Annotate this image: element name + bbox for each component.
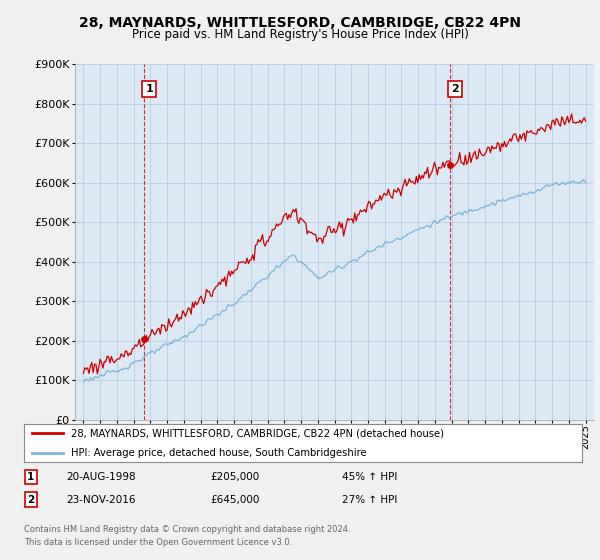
Text: 1: 1	[145, 85, 153, 94]
Text: 20-AUG-1998: 20-AUG-1998	[66, 472, 136, 482]
Text: 1: 1	[27, 472, 34, 482]
Text: 2: 2	[27, 494, 34, 505]
Text: 27% ↑ HPI: 27% ↑ HPI	[342, 494, 397, 505]
Text: 2: 2	[451, 85, 459, 94]
Text: HPI: Average price, detached house, South Cambridgeshire: HPI: Average price, detached house, Sout…	[71, 448, 367, 458]
Text: Contains HM Land Registry data © Crown copyright and database right 2024.
This d: Contains HM Land Registry data © Crown c…	[24, 525, 350, 547]
Text: Price paid vs. HM Land Registry's House Price Index (HPI): Price paid vs. HM Land Registry's House …	[131, 28, 469, 41]
Text: 28, MAYNARDS, WHITTLESFORD, CAMBRIDGE, CB22 4PN: 28, MAYNARDS, WHITTLESFORD, CAMBRIDGE, C…	[79, 16, 521, 30]
Text: £205,000: £205,000	[210, 472, 259, 482]
Text: 45% ↑ HPI: 45% ↑ HPI	[342, 472, 397, 482]
Text: 28, MAYNARDS, WHITTLESFORD, CAMBRIDGE, CB22 4PN (detached house): 28, MAYNARDS, WHITTLESFORD, CAMBRIDGE, C…	[71, 428, 445, 438]
Text: 23-NOV-2016: 23-NOV-2016	[66, 494, 136, 505]
Text: £645,000: £645,000	[210, 494, 259, 505]
